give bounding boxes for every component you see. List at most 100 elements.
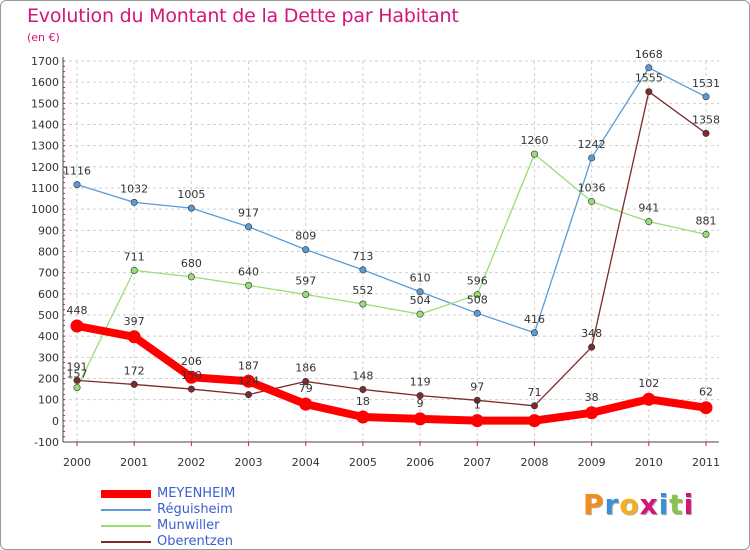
- data-point: [530, 402, 538, 410]
- y-tick-label: 1600: [31, 76, 59, 89]
- data-label: 1032: [120, 182, 148, 195]
- data-point: [588, 154, 596, 162]
- data-point: [302, 246, 310, 254]
- series-line-oberentzen: [76, 91, 707, 407]
- data-point: [416, 392, 424, 400]
- data-label: 508: [467, 293, 488, 306]
- data-point: [530, 150, 538, 158]
- data-point: [130, 380, 138, 388]
- logo-letter: r: [604, 488, 620, 521]
- data-point: [245, 391, 253, 399]
- data-point: [359, 266, 367, 274]
- data-point: [645, 88, 653, 96]
- data-label: 1036: [578, 182, 606, 195]
- data-label: 640: [238, 265, 259, 278]
- data-label: 1: [474, 399, 481, 412]
- data-point: [702, 230, 710, 238]
- data-label: 941: [638, 202, 659, 215]
- data-point: [356, 410, 370, 424]
- y-tick-label: 0: [52, 415, 59, 428]
- legend-swatch-munwiller: [101, 525, 151, 527]
- x-tick-label: 2008: [520, 456, 548, 469]
- data-point: [187, 273, 195, 281]
- data-point: [585, 406, 599, 420]
- data-label: 504: [410, 294, 431, 307]
- legend-label-reguisheim: Réguisheim: [157, 502, 233, 517]
- data-point: [702, 93, 710, 101]
- data-label: 124: [238, 375, 259, 388]
- x-tick-label: 2007: [463, 456, 491, 469]
- x-tick-label: 2009: [578, 456, 606, 469]
- data-label: 119: [410, 376, 431, 389]
- data-label: 1005: [177, 188, 205, 201]
- data-point: [359, 300, 367, 308]
- data-point: [130, 266, 138, 274]
- data-label: 172: [124, 364, 145, 377]
- data-point: [187, 385, 195, 393]
- data-label: 597: [295, 274, 316, 287]
- x-tick-label: 2002: [177, 456, 205, 469]
- data-label: 157: [67, 368, 88, 381]
- data-point: [242, 374, 256, 388]
- data-point: [645, 218, 653, 226]
- data-label: 610: [410, 272, 431, 285]
- data-point: [73, 181, 81, 189]
- data-point: [473, 291, 481, 299]
- x-tick-label: 2004: [292, 456, 320, 469]
- x-tick-label: 2000: [63, 456, 91, 469]
- data-point: [473, 309, 481, 317]
- data-label: 1260: [520, 134, 548, 147]
- data-label: 448: [67, 304, 88, 317]
- data-label: 9: [417, 397, 424, 410]
- data-label: 809: [295, 230, 316, 243]
- data-point: [645, 64, 653, 72]
- data-point: [73, 384, 81, 392]
- data-point: [302, 290, 310, 298]
- data-label: 1116: [63, 165, 91, 178]
- data-point: [470, 414, 484, 428]
- data-label: 416: [524, 313, 545, 326]
- data-point: [473, 396, 481, 404]
- chart-subtitle: (en €): [27, 31, 60, 44]
- data-label: 1531: [692, 77, 720, 90]
- y-tick-label: 600: [38, 288, 59, 301]
- y-tick-label: 300: [38, 351, 59, 364]
- data-point: [245, 223, 253, 231]
- data-label: 38: [585, 391, 599, 404]
- data-point: [299, 397, 313, 411]
- legend-swatch-meyenheim: [101, 490, 151, 498]
- data-label: 79: [299, 382, 313, 395]
- series-line-munwiller: [76, 153, 707, 389]
- data-point: [416, 310, 424, 318]
- data-point: [302, 377, 310, 385]
- data-label: 18: [356, 395, 370, 408]
- data-label: 150: [181, 369, 202, 382]
- x-tick-label: 2003: [235, 456, 263, 469]
- data-label: 680: [181, 257, 202, 270]
- data-point: [359, 386, 367, 394]
- y-tick-label: 1400: [31, 119, 59, 132]
- proxiti-logo: Proxiti: [583, 488, 694, 521]
- logo-letter: i: [683, 488, 695, 521]
- data-point: [413, 412, 427, 426]
- y-tick-label: 500: [38, 309, 59, 322]
- data-label: 148: [352, 370, 373, 383]
- y-tick-label: 1200: [31, 161, 59, 174]
- legend-swatch-reguisheim: [101, 509, 151, 511]
- y-tick-label: 700: [38, 267, 59, 280]
- chart-title: Evolution du Montant de la Dette par Hab…: [27, 5, 459, 27]
- y-tick-label: 1500: [31, 97, 59, 110]
- x-tick-label: 2006: [406, 456, 434, 469]
- data-point: [527, 414, 541, 428]
- y-tick-label: 1700: [31, 55, 59, 68]
- data-point: [588, 198, 596, 206]
- y-tick-label: -100: [34, 436, 59, 449]
- data-label: 1358: [692, 113, 720, 126]
- data-point: [699, 401, 713, 415]
- x-tick-label: 2001: [120, 456, 148, 469]
- data-label: 102: [638, 377, 659, 390]
- data-point: [187, 204, 195, 212]
- series-line-meyenheim: [73, 322, 710, 425]
- y-tick-label: 900: [38, 224, 59, 237]
